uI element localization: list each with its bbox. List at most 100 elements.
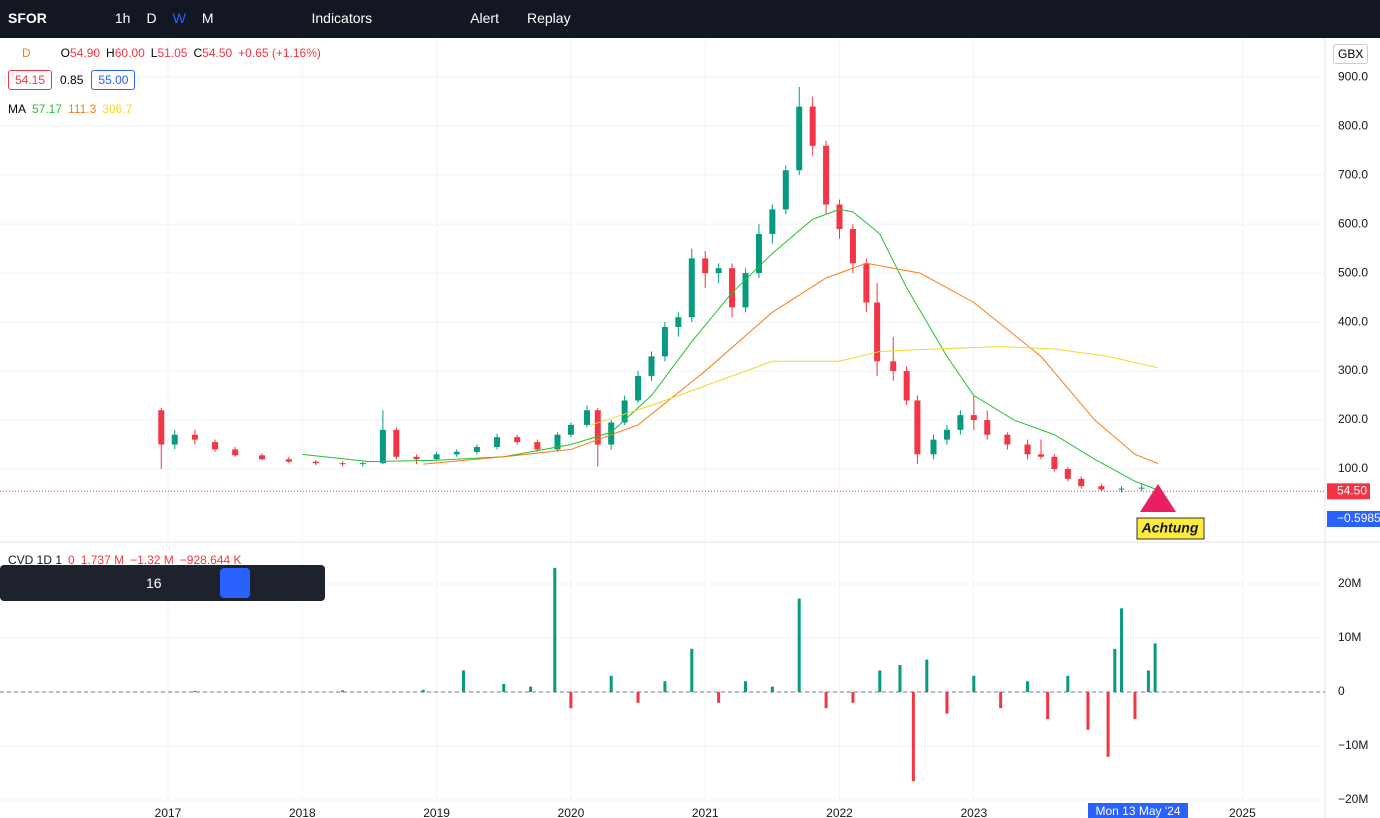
last-price-label: 54.50	[1337, 483, 1367, 497]
x-tick-label: 2020	[558, 806, 585, 818]
cvd-bar	[824, 692, 828, 709]
candle-body	[473, 446, 480, 452]
crosshair-date: Mon 13 May '24	[1095, 804, 1180, 818]
candle-body	[232, 449, 239, 456]
last-price-badge	[1327, 483, 1370, 500]
y-tick-label: 0	[1338, 684, 1345, 698]
drawing-toolbar: 16	[0, 565, 325, 601]
cvd-bar	[1026, 681, 1030, 693]
cvd-bar	[193, 690, 197, 693]
alert-button[interactable]: Alert	[470, 10, 499, 26]
cvd-bar	[609, 675, 613, 693]
bid[interactable]: 54.15	[8, 70, 53, 90]
candle-body	[312, 461, 319, 464]
secondary-label: −0.5985	[1337, 511, 1380, 525]
cvd-bar	[569, 692, 573, 709]
candle-body	[567, 424, 574, 435]
y-tick-label: 200.0	[1338, 412, 1368, 426]
cvd-bar	[1066, 675, 1070, 693]
candle-body	[914, 400, 921, 455]
candle-body	[688, 258, 695, 318]
ohlc: 51.05	[157, 46, 188, 60]
cvd-bar	[1046, 692, 1050, 720]
interval[interactable]: 1h	[114, 10, 131, 26]
cvd-bar	[911, 692, 915, 782]
cvd-bar	[1086, 692, 1090, 730]
interval[interactable]: D	[146, 10, 157, 26]
candle-body	[1098, 486, 1105, 490]
candle-body	[1051, 456, 1058, 470]
y-tick-label: 400.0	[1338, 314, 1368, 328]
cvd-bar	[461, 670, 465, 693]
crosshair-date-badge	[1088, 803, 1188, 818]
cvd-bar	[717, 692, 721, 703]
candle-body	[621, 400, 628, 423]
candle-body	[836, 204, 843, 230]
candle-body	[970, 415, 977, 421]
candle-body	[984, 420, 991, 435]
y-tick-label: −20M	[1338, 792, 1368, 806]
ask[interactable]: 55.00	[91, 70, 136, 90]
candle-body	[769, 209, 776, 234]
candle-body	[890, 361, 897, 372]
secondary-badge	[1327, 511, 1380, 527]
candle-body	[1078, 478, 1085, 487]
candle-body	[191, 434, 198, 440]
candle-body	[957, 415, 964, 430]
line-width[interactable]: 16	[146, 575, 162, 591]
candle-body	[584, 410, 591, 425]
y-tick-label: 10M	[1338, 630, 1361, 644]
candle-body	[742, 273, 749, 308]
cvd-bar	[797, 598, 801, 693]
cvd-bar	[878, 670, 882, 693]
candle-body	[849, 229, 856, 264]
replay-button[interactable]: Replay	[526, 10, 571, 26]
cvd-bar	[1120, 608, 1124, 693]
cvd-bar	[999, 692, 1003, 709]
cvd-title: CVD 1D 1	[8, 553, 63, 567]
top-bar: SFOR 1h D W M Indicators Alert Replay	[0, 0, 1380, 36]
ohlc: 60.00	[114, 46, 145, 60]
candle-body	[259, 455, 266, 460]
cvd-value: 1.737 M	[80, 553, 125, 567]
candle-body	[635, 375, 642, 401]
candle-body	[594, 410, 601, 445]
x-tick-label: 2018	[289, 806, 316, 818]
lock-button[interactable]	[219, 568, 250, 598]
interval-badge: D	[22, 46, 31, 60]
cvd-bar	[636, 692, 640, 703]
y-tick-label: 500.0	[1338, 265, 1368, 279]
candle-body	[755, 233, 762, 274]
candle-body	[702, 258, 709, 274]
ma-label: MA	[8, 102, 26, 116]
candle-body	[809, 106, 816, 146]
candle-body	[930, 439, 937, 455]
cvd-bar	[743, 681, 747, 693]
candle-body	[903, 371, 910, 401]
interval[interactable]: W	[172, 10, 186, 26]
x-tick-label: 2023	[960, 806, 987, 818]
cvd-bar	[553, 567, 557, 693]
ma-line	[302, 208, 1158, 491]
cvd-bar	[925, 659, 929, 693]
cvd-bar	[502, 683, 506, 693]
currency[interactable]: GBX	[1333, 44, 1369, 64]
candle-body	[393, 429, 400, 457]
symbol[interactable]: SFOR	[8, 10, 47, 26]
ohlc: 54.90	[70, 46, 101, 60]
cvd-bar	[1146, 670, 1150, 693]
y-tick-label: 700.0	[1338, 167, 1368, 181]
cvd-value: −928.644 K	[179, 553, 242, 567]
cvd-bar	[972, 675, 976, 693]
y-tick-label: 600.0	[1338, 216, 1368, 230]
y-tick-label: 100.0	[1338, 461, 1368, 475]
interval[interactable]: M	[201, 10, 214, 26]
indicators-button[interactable]: Indicators	[311, 10, 373, 26]
y-tick-label: 300.0	[1338, 363, 1368, 377]
ma-legend: MA 57.17 111.3 306.7	[8, 102, 132, 116]
candle-body	[796, 106, 803, 171]
candle-body	[413, 456, 420, 460]
cvd-bar	[1113, 648, 1117, 693]
candle-body	[359, 463, 366, 465]
